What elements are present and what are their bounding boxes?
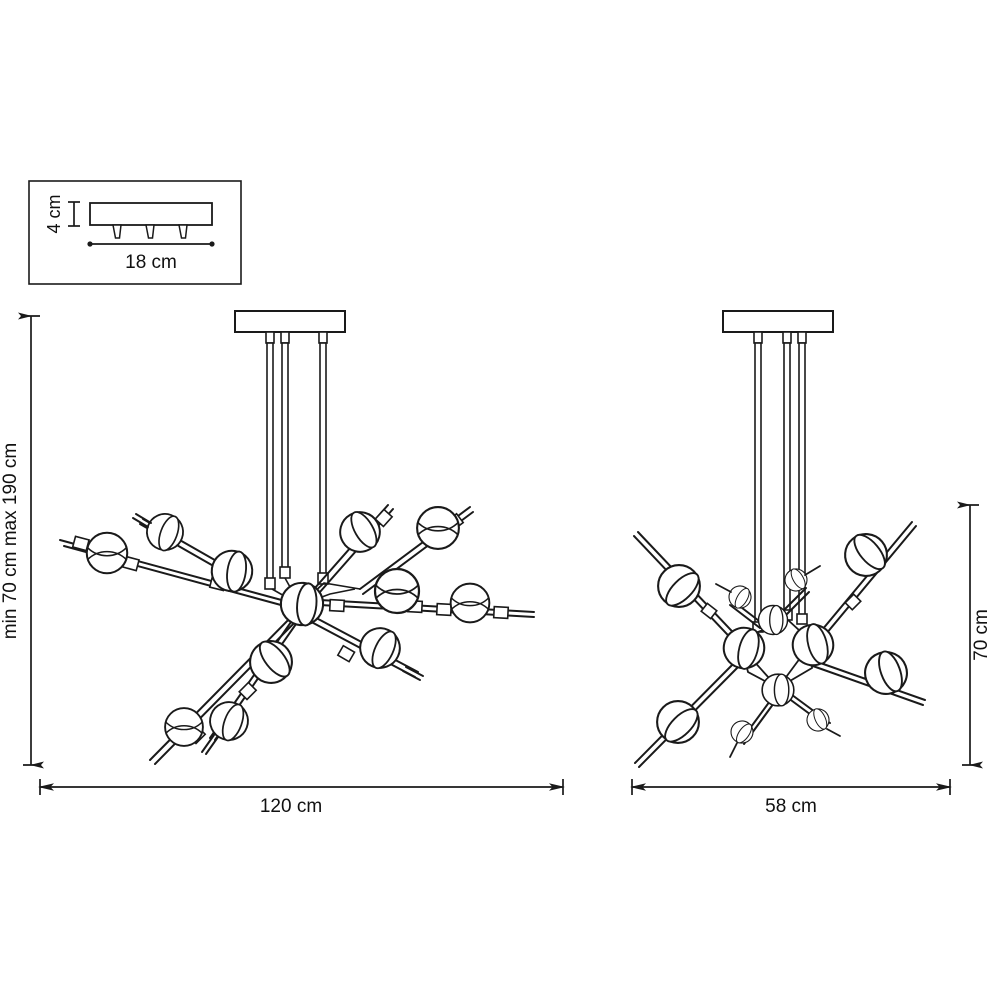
detail-width-label: 18 cm <box>125 252 177 273</box>
lamp-sphere <box>757 604 789 636</box>
side-height-dimension <box>957 501 983 769</box>
front-height-label: min 70 cm max 190 cm <box>0 443 21 639</box>
lamp-sphere <box>724 581 756 613</box>
lamp-sphere <box>761 673 795 707</box>
front-suspension-rods <box>264 342 329 590</box>
canopy-pin <box>797 331 807 344</box>
lamp-sphere <box>352 620 408 676</box>
canopy-pin <box>782 331 792 344</box>
mount-pin <box>112 224 122 239</box>
lamp-sphere <box>835 524 897 586</box>
lamp-sphere <box>449 582 491 624</box>
front-lamp-stubs <box>132 513 424 755</box>
lamp-sphere <box>85 531 129 575</box>
front-arms <box>59 504 535 765</box>
front-width-dimension <box>38 779 565 795</box>
side-height-label: 70 cm <box>971 609 992 661</box>
lamp-sphere <box>416 506 460 550</box>
side-width-dimension <box>630 779 952 795</box>
mount-pin <box>178 224 188 239</box>
side-width-label: 58 cm <box>765 796 817 817</box>
lamp-sphere <box>647 691 709 753</box>
side-canopy <box>722 310 834 344</box>
lamp-sphere <box>858 645 914 701</box>
lamp-sphere <box>331 503 389 561</box>
lamp-sphere <box>240 631 302 693</box>
side-suspension-rods <box>752 342 808 633</box>
canopy-pin <box>753 331 763 344</box>
side-lamp-spheres <box>647 524 914 753</box>
lamp-sphere <box>164 707 204 747</box>
front-view-group <box>59 310 535 765</box>
mount-pin <box>145 224 155 239</box>
ceiling-plate-detail-box: 4 cm 18 cm <box>28 180 242 285</box>
canopy-profile <box>89 202 213 239</box>
lamp-sphere <box>373 567 421 615</box>
front-height-dimension <box>18 312 44 769</box>
lamp-sphere <box>726 716 758 748</box>
canopy-pin <box>318 331 328 344</box>
front-width-label: 120 cm <box>260 796 322 817</box>
detail-height-label: 4 cm <box>44 194 64 233</box>
canopy-pin <box>280 331 290 344</box>
side-lamp-stubs <box>715 565 841 758</box>
front-canopy <box>234 310 346 344</box>
detail-height-dimension <box>68 201 80 227</box>
detail-box-frame <box>28 180 242 285</box>
side-view-group <box>633 310 926 768</box>
canopy-pin <box>265 331 275 344</box>
